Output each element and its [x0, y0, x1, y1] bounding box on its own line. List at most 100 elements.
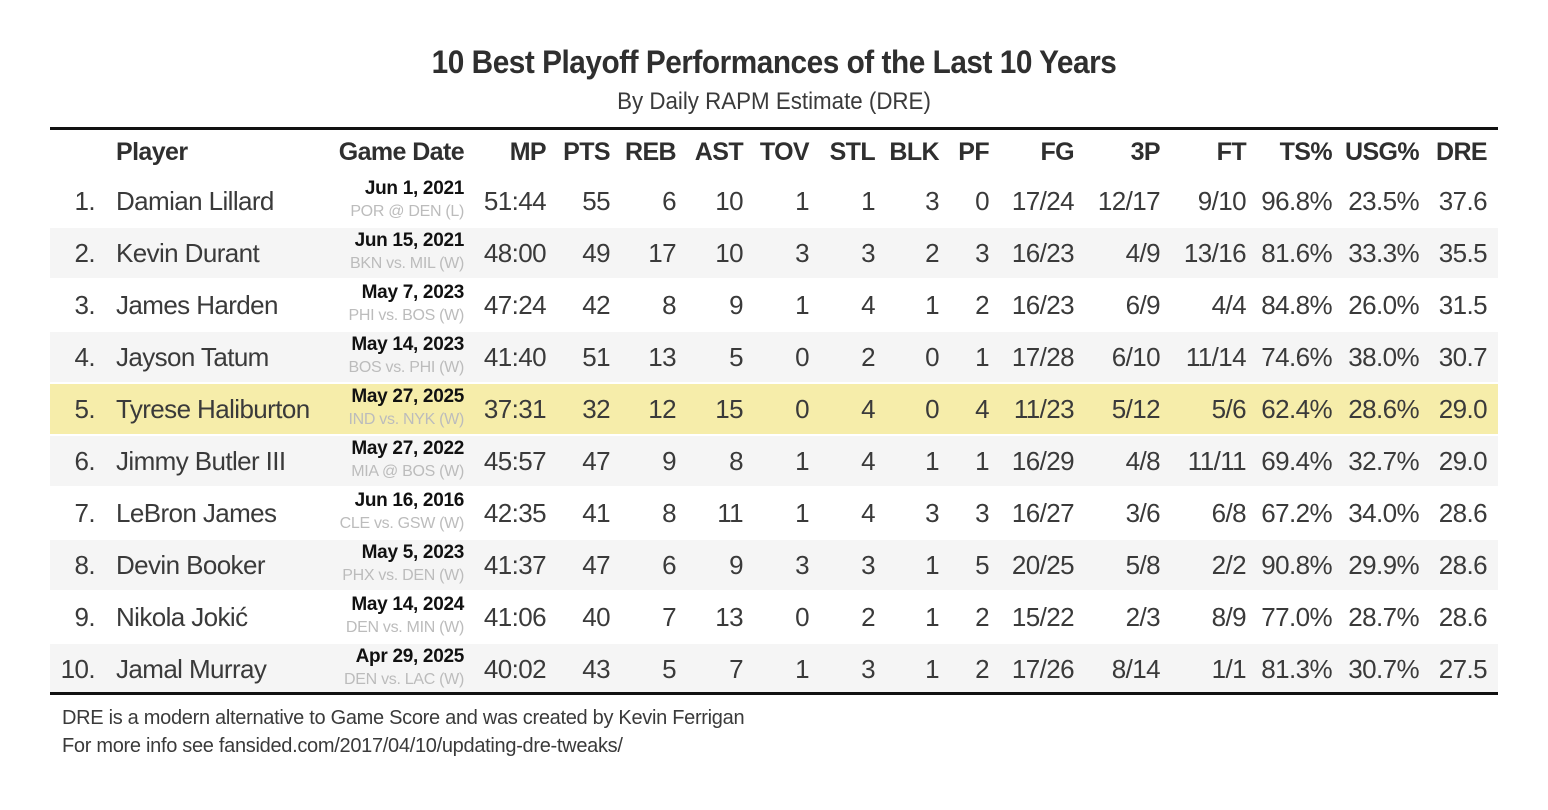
rank-cell: 8.	[74, 550, 96, 580]
top-rule	[50, 127, 1498, 130]
reb-cell: 9	[662, 446, 676, 476]
ast-cell: 15	[715, 394, 743, 424]
fg-cell: 16/23	[1011, 238, 1075, 268]
player-cell: Damian Lillard	[116, 186, 274, 216]
stl-cell: 3	[861, 550, 875, 580]
reb-cell: 8	[662, 290, 676, 320]
header-ft: FT	[1216, 138, 1247, 166]
tov-cell: 1	[795, 654, 809, 684]
stl-cell: 3	[861, 238, 875, 268]
footnote-source: For more info see fansided.com/2017/04/1…	[62, 735, 623, 757]
tov-cell: 1	[795, 290, 809, 320]
blk-cell: 1	[925, 654, 939, 684]
rank-cell: 9.	[74, 602, 96, 632]
tov-cell: 1	[795, 446, 809, 476]
player-cell: Devin Booker	[116, 550, 265, 580]
matchup-cell: PHX vs. DEN (W)	[342, 567, 464, 584]
ts-cell: 62.4%	[1261, 394, 1332, 424]
matchup-cell: IND vs. NYK (W)	[348, 411, 465, 428]
table-row: 1. Damian Lillard Jun 1, 2021 POR @ DEN (L)…	[50, 176, 1498, 226]
header-mp: MP	[509, 138, 547, 166]
threep-cell: 5/12	[1111, 394, 1161, 424]
ts-cell: 84.8%	[1261, 290, 1332, 320]
fg-cell: 16/27	[1011, 498, 1075, 528]
header-usg: USG%	[1344, 138, 1420, 166]
ft-cell: 4/4	[1211, 290, 1247, 320]
ts-cell: 90.8%	[1261, 550, 1332, 580]
player-cell: Jimmy Butler III	[116, 446, 286, 476]
usg-cell: 38.0%	[1348, 342, 1419, 372]
tov-cell: 1	[795, 186, 809, 216]
table-title: 10 Best Playoff Performances of the Last…	[431, 44, 1117, 80]
header-pts: PTS	[563, 138, 610, 166]
rank-cell: 1.	[74, 186, 96, 216]
matchup-cell: CLE vs. GSW (W)	[339, 515, 465, 532]
stl-cell: 2	[861, 602, 875, 632]
player-cell: Tyrese Haliburton	[116, 394, 310, 424]
ft-cell: 13/16	[1183, 238, 1247, 268]
rank-cell: 10.	[60, 654, 96, 684]
pts-cell: 41	[582, 498, 610, 528]
blk-cell: 1	[925, 446, 939, 476]
ft-cell: 1/1	[1211, 654, 1247, 684]
pts-cell: 42	[582, 290, 610, 320]
table-row: 4. Jayson Tatum May 14, 2023 BOS vs. PHI (W…	[50, 332, 1498, 382]
usg-cell: 29.9%	[1348, 550, 1419, 580]
fg-cell: 15/22	[1011, 602, 1075, 632]
header-blk: BLK	[889, 138, 939, 166]
pf-cell: 3	[975, 498, 989, 528]
threep-cell: 3/6	[1125, 498, 1161, 528]
reb-cell: 13	[648, 342, 676, 372]
usg-cell: 33.3%	[1348, 238, 1419, 268]
pf-cell: 2	[975, 290, 989, 320]
usg-cell: 23.5%	[1348, 186, 1419, 216]
stl-cell: 4	[861, 394, 875, 424]
table-row: 6. Jimmy Butler III May 27, 2022 MIA @ BOS …	[50, 436, 1498, 486]
blk-cell: 3	[925, 498, 939, 528]
ast-cell: 13	[715, 602, 743, 632]
dre-cell: 27.5	[1438, 654, 1488, 684]
game-date-cell: May 14, 2023	[351, 334, 464, 355]
game-date-cell: May 14, 2024	[351, 594, 464, 615]
fg-cell: 16/29	[1011, 446, 1075, 476]
header-fg: FG	[1040, 138, 1074, 166]
player-cell: Jamal Murray	[116, 654, 267, 684]
ft-cell: 2/2	[1211, 550, 1247, 580]
ast-cell: 9	[729, 550, 743, 580]
matchup-cell: DEN vs. MIN (W)	[345, 619, 464, 636]
game-date-cell: Apr 29, 2025	[355, 646, 465, 667]
blk-cell: 2	[925, 238, 939, 268]
player-cell: LeBron James	[116, 498, 277, 528]
table-header-row: Player Game Date MP PTS REB AST TOV STL …	[50, 132, 1498, 174]
tov-cell: 0	[795, 394, 809, 424]
pf-cell: 1	[975, 446, 989, 476]
game-date-cell: May 7, 2023	[361, 282, 465, 303]
ft-cell: 11/11	[1187, 446, 1247, 476]
game-date-cell: May 5, 2023	[361, 542, 465, 563]
ft-cell: 11/14	[1185, 342, 1247, 372]
dre-cell: 30.7	[1438, 342, 1488, 372]
pts-cell: 32	[582, 394, 610, 424]
header-dre: DRE	[1436, 138, 1488, 166]
pf-cell: 0	[975, 186, 989, 216]
pts-cell: 51	[582, 342, 610, 372]
game-date-cell: Jun 1, 2021	[364, 178, 464, 199]
ast-cell: 8	[729, 446, 743, 476]
tov-cell: 3	[795, 550, 809, 580]
rank-cell: 2.	[74, 238, 96, 268]
reb-cell: 17	[648, 238, 676, 268]
stl-cell: 2	[861, 342, 875, 372]
stl-cell: 4	[861, 498, 875, 528]
matchup-cell: PHI vs. BOS (W)	[348, 307, 464, 324]
ts-cell: 77.0%	[1261, 602, 1332, 632]
matchup-cell: MIA @ BOS (W)	[351, 463, 464, 480]
pf-cell: 3	[975, 238, 989, 268]
mp-cell: 37:31	[483, 394, 547, 424]
stl-cell: 4	[861, 446, 875, 476]
player-cell: James Harden	[116, 290, 278, 320]
ft-cell: 9/10	[1197, 186, 1247, 216]
reb-cell: 12	[648, 394, 676, 424]
matchup-cell: BKN vs. MIL (W)	[349, 255, 464, 272]
pts-cell: 40	[582, 602, 610, 632]
fg-cell: 17/28	[1011, 342, 1075, 372]
